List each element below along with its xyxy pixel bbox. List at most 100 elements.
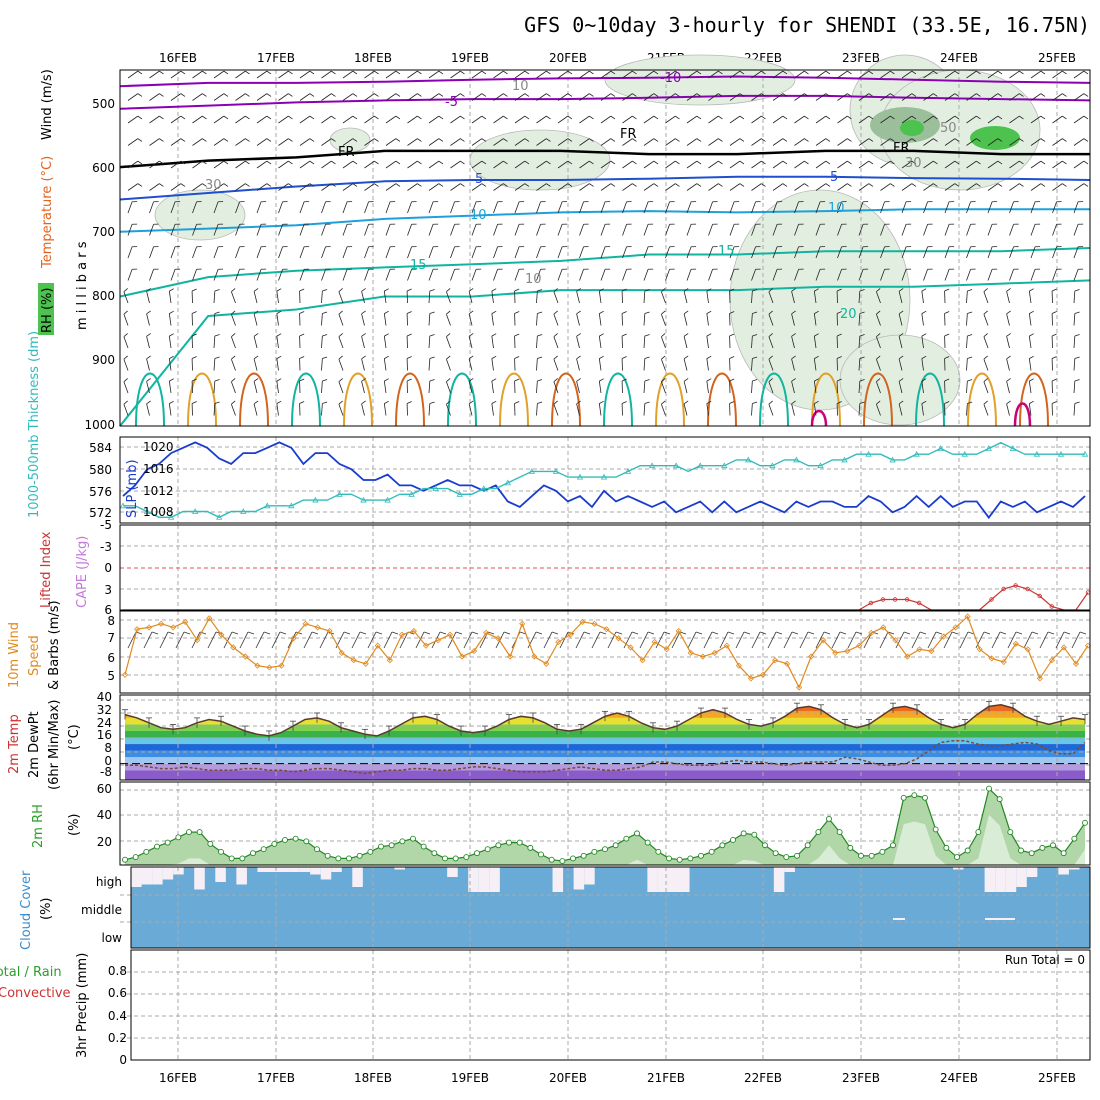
wind-barb <box>342 115 354 124</box>
wind-barb-flag <box>438 70 444 75</box>
wind-barb-flag <box>1006 378 1011 382</box>
wind-barb-flag <box>695 631 703 635</box>
warm-contour <box>1019 372 1049 427</box>
wind-barb-flag <box>729 311 735 314</box>
wind-barb <box>683 313 688 326</box>
wind-barb <box>598 381 602 394</box>
wind-barb-flag <box>276 310 282 314</box>
date-label: 17FEB <box>257 1071 295 1085</box>
wind-barb-flag <box>632 160 637 165</box>
rh-area-band <box>125 788 1085 865</box>
wind-barb <box>772 160 784 169</box>
wind-barb-flag <box>537 311 543 314</box>
wind-barb-flag <box>1062 138 1067 142</box>
rh-point <box>154 843 160 850</box>
wind-barb-flag <box>343 631 351 635</box>
wind-barb <box>1073 403 1076 416</box>
wind-barb-flag <box>898 355 904 360</box>
wind-barb <box>1052 138 1063 146</box>
rh-point <box>538 851 544 858</box>
wind-barb-flag <box>374 93 379 97</box>
wind-barb-flag <box>890 115 895 120</box>
wind-barb-flag <box>266 160 272 165</box>
wind-barb-flag <box>876 355 881 360</box>
wind-barb-flag <box>137 115 143 120</box>
wind-barb-flag <box>814 400 819 404</box>
wind-barb <box>146 336 150 349</box>
wind-barb-flag <box>739 115 745 120</box>
wind-barb-flag <box>1029 400 1034 404</box>
wind-barb-flag <box>406 288 412 292</box>
wind-barb-flag <box>288 93 293 97</box>
wind-barb <box>643 381 646 394</box>
wind-barb <box>557 115 569 124</box>
wind-barb-flag <box>395 183 401 187</box>
wind-barb <box>815 201 821 214</box>
wind-barb <box>1030 115 1042 124</box>
wind-speed-point <box>892 637 899 644</box>
wind-barb-flag <box>567 183 573 187</box>
wind-barb-flag <box>706 400 712 404</box>
wind-barb <box>643 115 655 124</box>
wind-barb-flag <box>338 310 343 315</box>
wind-barb-flag <box>583 631 591 635</box>
wind-barb <box>1073 93 1085 101</box>
wind-barb-flag <box>191 356 197 359</box>
wind-barb <box>858 160 870 169</box>
thickness-marker <box>480 485 487 491</box>
wind-barb-flag <box>944 378 950 382</box>
wind-barb <box>880 246 885 259</box>
wind-barb-flag <box>825 138 831 142</box>
wind-barb-flag <box>768 400 773 405</box>
wind-barb-flag <box>836 401 842 404</box>
wind-barb <box>643 138 655 146</box>
cloud-bar <box>310 867 321 875</box>
wind-barb <box>253 336 258 349</box>
date-label: 21FEB <box>647 1071 685 1085</box>
wind-barb <box>858 403 861 416</box>
wind-barb <box>815 224 821 236</box>
wind-barb <box>923 201 928 214</box>
wind-barb <box>557 246 563 259</box>
wind-speed-point <box>422 642 430 649</box>
wind-barb <box>876 381 881 394</box>
wind-barb-flag <box>599 378 604 382</box>
wind-barb <box>643 269 649 281</box>
wind-barb <box>794 160 805 169</box>
wind-barb <box>361 313 365 326</box>
wind-barb-flag <box>718 70 723 75</box>
y-tick: -3 <box>100 540 112 554</box>
wind-barb-flag <box>468 378 474 382</box>
rh-point <box>879 848 886 855</box>
wind-barb <box>468 313 473 326</box>
wind-barb-flag <box>352 160 358 165</box>
wind-barb-flag <box>727 631 735 635</box>
warm-contour <box>135 372 165 427</box>
wind-barb <box>192 93 203 101</box>
wind-barb-flag <box>890 138 895 142</box>
wind-barb-flag <box>944 356 950 359</box>
wind-speed-point <box>916 646 923 653</box>
wind-barb-flag <box>839 631 847 635</box>
y-tick: 1012 <box>143 484 174 498</box>
wind-speed-point <box>133 626 141 633</box>
wind-speed-point <box>1060 644 1067 651</box>
wind-barb-flag <box>395 160 401 165</box>
wind-barb-flag <box>859 401 865 404</box>
thickness-marker <box>913 450 920 457</box>
y-tick: 0.6 <box>108 986 127 1000</box>
wind-speed-point <box>182 618 189 625</box>
wind-barb-flag <box>417 138 422 142</box>
wind-barb-flag <box>782 183 788 187</box>
wind-barb-flag <box>417 93 422 97</box>
wind-barb-flag <box>976 93 981 97</box>
wind-barb-flag <box>460 138 465 142</box>
panel-grid <box>120 437 1090 523</box>
rh-area <box>122 785 1088 865</box>
wind-barb-flag <box>983 631 991 635</box>
wind-barb <box>966 201 971 214</box>
warm-contour <box>811 372 841 427</box>
wind-barb <box>1028 336 1032 349</box>
wind-barb <box>213 93 225 101</box>
